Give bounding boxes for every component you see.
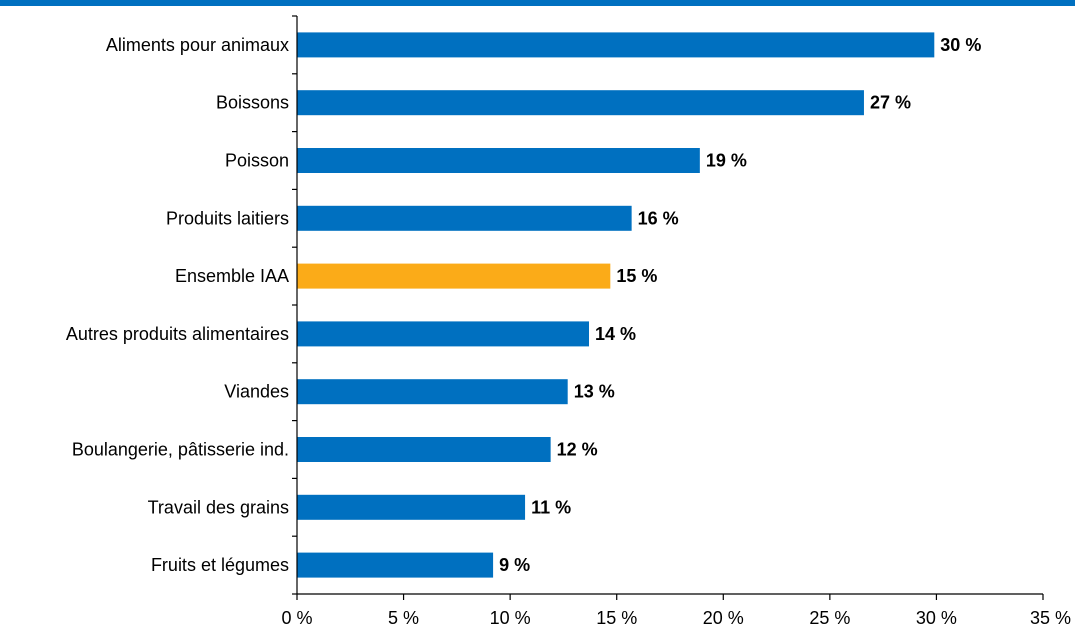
- bar: [297, 494, 526, 520]
- data-label: 16 %: [638, 208, 679, 228]
- data-label: 14 %: [595, 324, 636, 344]
- category-label: Ensemble IAA: [175, 266, 289, 286]
- data-label: 9 %: [499, 555, 530, 575]
- ticks-layer: [292, 15, 1044, 600]
- bar: [297, 321, 590, 347]
- x-tick-label: 30 %: [916, 608, 957, 628]
- x-tick-label: 0 %: [281, 608, 312, 628]
- data-label: 11 %: [531, 497, 571, 517]
- category-label: Viandes: [224, 382, 289, 402]
- x-tick-label: 25 %: [809, 608, 850, 628]
- data-label: 19 %: [706, 151, 747, 171]
- bar: [297, 32, 935, 58]
- x-tick-label: 10 %: [490, 608, 531, 628]
- top-accent-rule: [0, 0, 1075, 6]
- category-label: Fruits et légumes: [151, 555, 289, 575]
- data-label: 12 %: [557, 440, 598, 460]
- labels-layer: Aliments pour animaux 30 % Boissons 27 % Poi…: [66, 35, 1071, 628]
- data-label: 13 %: [574, 382, 615, 402]
- bar: [297, 148, 700, 173]
- category-label: Boulangerie, pâtisserie ind.: [72, 440, 289, 460]
- bar: [297, 552, 494, 578]
- data-label: 15 %: [616, 266, 657, 286]
- bar: [297, 379, 568, 405]
- x-tick-label: 35 %: [1030, 608, 1071, 628]
- x-tick-label: 5 %: [388, 608, 419, 628]
- category-label: Poisson: [225, 151, 289, 171]
- category-label: Travail des grains: [148, 497, 289, 517]
- data-label: 27 %: [870, 93, 911, 113]
- x-tick-label: 15 %: [596, 608, 637, 628]
- bar: [297, 90, 864, 116]
- category-label: Produits laitiers: [166, 208, 289, 228]
- bar: [297, 263, 611, 289]
- category-label: Boissons: [216, 93, 289, 113]
- category-label: Aliments pour animaux: [106, 35, 289, 55]
- bar: [297, 205, 632, 231]
- category-label: Autres produits alimentaires: [66, 324, 289, 344]
- data-label: 30 %: [940, 35, 981, 55]
- bars-layer: [297, 32, 935, 578]
- bar: [297, 437, 551, 462]
- x-tick-label: 20 %: [703, 608, 744, 628]
